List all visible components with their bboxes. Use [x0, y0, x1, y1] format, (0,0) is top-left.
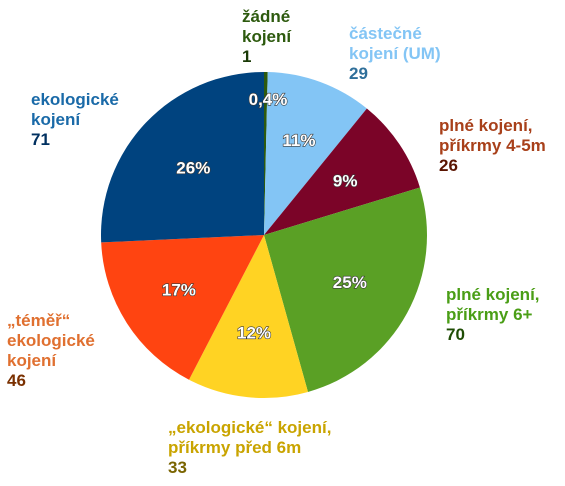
- label-value: 46: [7, 371, 26, 390]
- pie-slice-6: [101, 72, 264, 243]
- label-line: plné kojení,: [439, 116, 533, 135]
- label-value: 70: [446, 325, 465, 344]
- label-line: kojení: [242, 27, 292, 46]
- label-castecne-kojeni: částečné kojení (UM) 29: [349, 24, 441, 84]
- pie-percent-4: 12%: [237, 323, 271, 342]
- label-line: plné kojení,: [446, 285, 540, 304]
- label-temer-ekologicke-kojeni: „téměř“ ekologické kojení 46: [7, 311, 95, 391]
- label-zadne-kojeni: žádné kojení 1: [242, 7, 291, 67]
- label-line: ekologické: [31, 90, 119, 109]
- label-line: „téměř“: [7, 311, 71, 330]
- label-line: kojení: [31, 110, 81, 129]
- pie-slice-3: [264, 187, 427, 392]
- label-ekologicke-kojeni-prikrmy-pred-6m: „ekologické“ kojení, příkrmy před 6m 33: [168, 418, 331, 478]
- label-value: 33: [168, 458, 187, 477]
- pie-slice-1: [264, 72, 367, 235]
- label-line: „ekologické“ kojení,: [168, 418, 332, 437]
- label-line: kojení (UM): [349, 44, 441, 63]
- label-line: příkrmy před 6m: [168, 438, 302, 457]
- label-line: příkrmy 4-5m: [439, 136, 546, 155]
- pie-slice-0: [264, 72, 268, 235]
- pie-percent-0: 0,4%: [249, 90, 288, 109]
- label-value: 29: [349, 64, 368, 83]
- label-line: ekologické: [7, 331, 95, 350]
- pie-percent-labels: 0,4% 11% 9% 25% 12% 17% 26%: [161, 89, 367, 342]
- label-value: 71: [31, 130, 50, 149]
- pie-percent-3: 25%: [333, 273, 367, 292]
- pie-slices: [101, 72, 427, 398]
- pie-percent-1: 11%: [282, 131, 315, 150]
- label-ekologicke-kojeni: ekologické kojení 71: [31, 90, 119, 150]
- pie-slice-5: [101, 235, 265, 380]
- label-plne-kojeni-prikrmy-6: plné kojení, příkrmy 6+ 70: [446, 285, 540, 345]
- pie-percent-2: 9%: [333, 171, 358, 190]
- pie-percent-5: 17%: [162, 281, 196, 300]
- label-line: kojení: [7, 351, 57, 370]
- label-line: příkrmy 6+: [446, 305, 533, 324]
- pie-slice-4: [189, 235, 308, 398]
- pie-percent-6: 26%: [176, 158, 210, 177]
- label-value: 26: [439, 156, 458, 175]
- pie-slice-2: [264, 108, 420, 235]
- label-plne-kojeni-prikrmy-4-5m: plné kojení, příkrmy 4-5m 26: [439, 116, 546, 176]
- label-value: 1: [242, 47, 252, 66]
- label-line: částečné: [349, 24, 422, 43]
- label-line: žádné: [242, 7, 291, 26]
